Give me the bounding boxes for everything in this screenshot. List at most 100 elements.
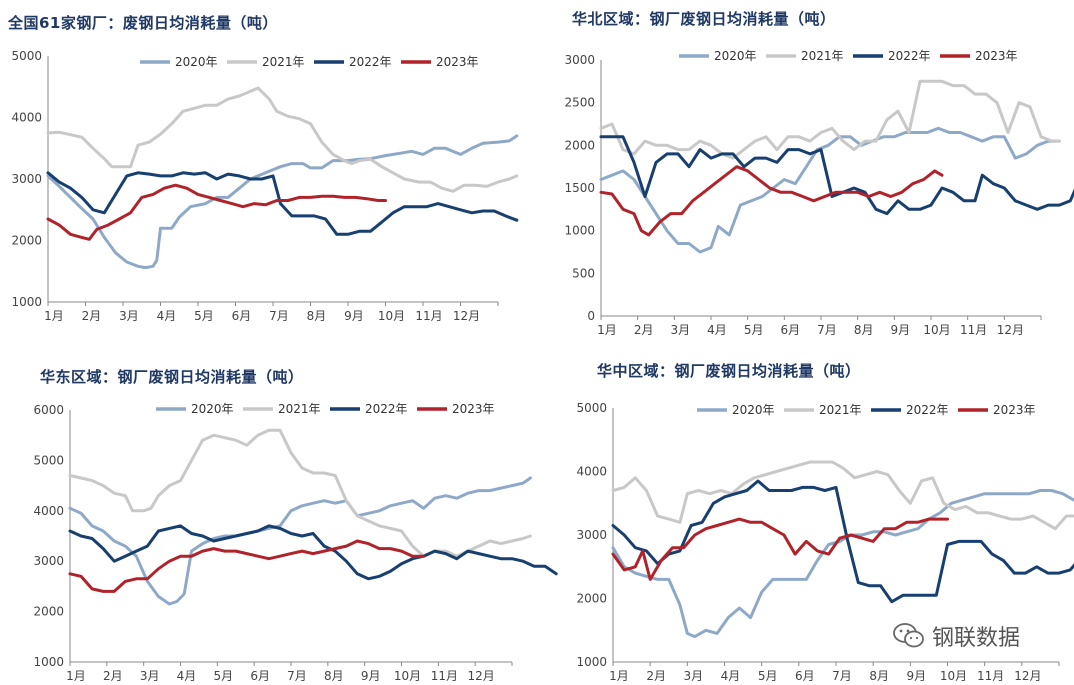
chart-panel-national: 全国61家钢厂：废钢日均消耗量（吨） 1000 2000 3000 4000 5000 1… [0, 0, 537, 342]
legend-label: 2022年 [888, 49, 931, 63]
y-tick-label: 1000 [564, 224, 595, 238]
wechat-icon [893, 623, 924, 648]
x-tick-label: 4月 [707, 323, 727, 337]
y-tick-label: 1000 [33, 655, 64, 669]
x-tick-label: 9月 [361, 669, 381, 683]
y-tick-label: 4000 [576, 465, 607, 479]
y-tick-label: 0 [587, 309, 595, 323]
chart-panel-north: 华北区域：钢厂废钢日均消耗量（吨） 0 500 1000 1500 2000 2500 30… [537, 0, 1074, 342]
legend-label: 2022年 [906, 403, 949, 417]
x-tick-label: 1月 [609, 669, 629, 683]
y-tick-label: 2000 [576, 592, 607, 606]
series-line-2021年 [68, 428, 532, 558]
chart-svg-north: 0 500 1000 1500 2000 2500 3000 1月 2月 3月 4月 5月 6月 7月 8月… [564, 49, 1074, 337]
x-tick-label: 7月 [269, 309, 289, 323]
x-tick-label: 3月 [684, 669, 704, 683]
series-line-2020年 [46, 134, 519, 270]
x-tick-label: 5月 [744, 323, 764, 337]
chart-svg-central: 1000 2000 3000 4000 5000 1月 2月 3月 4月 5月 6月 7月 8月 9月 10… [576, 401, 1074, 683]
y-tick-label: 1000 [11, 295, 42, 309]
x-tick-label: 8月 [854, 323, 874, 337]
legend-label: 2020年 [175, 55, 218, 69]
series-line-2021年 [599, 79, 1061, 160]
series-line-2020年 [599, 126, 1061, 254]
watermark-text: 钢联数据 [932, 626, 1021, 651]
y-tick-label: 1000 [576, 655, 607, 669]
series-line-2022年 [46, 171, 519, 236]
legend-label: 2021年 [278, 402, 321, 416]
y-tick-label: 2000 [33, 605, 64, 619]
legend-label: 2021年 [819, 403, 862, 417]
x-tick-label: 7月 [832, 669, 852, 683]
x-tick-label: 11月 [960, 323, 987, 337]
chart-title-national: 全国61家钢厂：废钢日均消耗量（吨） [8, 14, 278, 32]
x-tick-label: 11月 [977, 669, 1004, 683]
x-tick-label: 2月 [634, 323, 654, 337]
x-tick-label: 8月 [307, 309, 327, 323]
x-tick-label: 12月 [1014, 669, 1041, 683]
series-line-2020年 [68, 476, 532, 606]
legend-label: 2020年 [732, 403, 775, 417]
series-line-2022年 [68, 524, 558, 581]
x-tick-label: 12月 [453, 309, 480, 323]
x-tick-label: 10月 [923, 323, 950, 337]
y-tick-label: 3000 [576, 528, 607, 542]
x-tick-label: 5月 [758, 669, 778, 683]
x-tick-label: 8月 [324, 669, 344, 683]
x-tick-label: 6月 [781, 323, 801, 337]
series-line-2023年 [68, 539, 426, 593]
x-tick-label: 7月 [817, 323, 837, 337]
series-line-2022年 [599, 135, 1074, 216]
x-tick-label: 9月 [344, 309, 364, 323]
x-tick-label: 6月 [250, 669, 270, 683]
y-tick-label: 3000 [33, 554, 64, 568]
x-tick-label: 11月 [431, 669, 458, 683]
legend-label: 2023年 [436, 55, 479, 69]
x-tick-label: 1月 [44, 309, 64, 323]
y-tick-label: 4000 [11, 111, 42, 125]
series-line-2021年 [46, 86, 519, 193]
x-tick-label: 5月 [214, 669, 234, 683]
x-tick-label: 2月 [646, 669, 666, 683]
legend-label: 2022年 [349, 55, 392, 69]
x-tick-label: 12月 [468, 669, 495, 683]
series-line-2023年 [46, 183, 387, 241]
x-tick-label: 4月 [177, 669, 197, 683]
x-tick-label: 9月 [907, 669, 927, 683]
x-tick-label: 7月 [287, 669, 307, 683]
chart-panel-central: 华中区域：钢厂废钢日均消耗量（吨） 1000 2000 3000 4000 5000 1月… [537, 342, 1074, 685]
watermark: 钢联数据 [892, 620, 1020, 652]
legend-label: 2023年 [993, 403, 1036, 417]
x-tick-label: 1月 [66, 669, 86, 683]
x-tick-label: 3月 [140, 669, 160, 683]
y-tick-label: 5000 [11, 49, 42, 63]
series-line-2023年 [599, 165, 944, 237]
x-tick-label: 5月 [194, 309, 214, 323]
chart-title-central: 华中区域：钢厂废钢日均消耗量（吨） [597, 362, 861, 380]
legend-label: 2023年 [452, 402, 495, 416]
x-tick-label: 10月 [940, 669, 967, 683]
x-tick-label: 4月 [721, 669, 741, 683]
legend-label: 2021年 [801, 49, 844, 63]
x-tick-label: 3月 [119, 309, 139, 323]
x-tick-label: 3月 [671, 323, 691, 337]
x-tick-label: 8月 [869, 669, 889, 683]
y-tick-label: 3000 [564, 53, 595, 67]
y-tick-label: 5000 [33, 453, 64, 467]
x-tick-label: 11月 [415, 309, 442, 323]
legend-label: 2020年 [714, 49, 757, 63]
legend-label: 2020年 [191, 402, 234, 416]
legend-label: 2022年 [365, 402, 408, 416]
x-tick-label: 10月 [378, 309, 405, 323]
y-tick-label: 2500 [564, 96, 595, 110]
chart-title-north: 华北区域：钢厂废钢日均消耗量（吨） [572, 10, 836, 28]
chart-svg-east: 1000 2000 3000 4000 5000 6000 1月 2月 3月 4月 5月 6月 7月 8月… [33, 402, 558, 683]
y-tick-label: 6000 [33, 403, 64, 417]
series-line-2023年 [611, 517, 949, 581]
x-tick-label: 2月 [82, 309, 102, 323]
x-tick-label: 9月 [891, 323, 911, 337]
chart-panel-east: 华东区域：钢厂废钢日均消耗量（吨） 1000 2000 3000 4000 5000 60… [0, 342, 558, 685]
y-tick-label: 2000 [564, 138, 595, 152]
legend-label: 2021年 [262, 55, 305, 69]
y-tick-label: 5000 [576, 401, 607, 415]
